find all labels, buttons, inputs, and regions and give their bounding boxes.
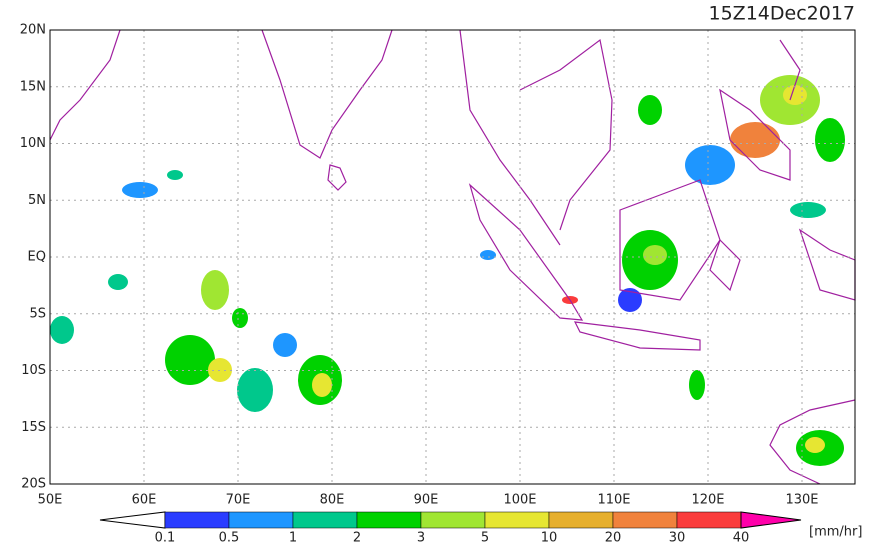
colorbar-box — [228, 511, 294, 529]
colorbar-label: 10 — [541, 531, 558, 544]
colorbar-box — [164, 511, 230, 529]
colorbar-box — [484, 511, 550, 529]
colorbar-label: 1 — [289, 531, 297, 544]
lon-label: 130E — [785, 493, 818, 508]
colorbar: 0.1 0.5 1 2 3 5 10 20 30 40 [mm/hr] — [99, 511, 862, 544]
colorbar-unit: [mm/hr] — [809, 525, 862, 540]
precipitation-areas — [50, 75, 845, 466]
lon-label: 80E — [320, 493, 345, 508]
graticule — [50, 30, 855, 484]
lat-label: 10S — [21, 363, 46, 378]
colorbar-box — [292, 511, 358, 529]
map-title: 15Z14Dec2017 — [709, 3, 856, 25]
colorbar-box — [356, 511, 422, 529]
lat-label: 20N — [20, 23, 46, 38]
colorbar-under — [99, 511, 166, 529]
colorbar-box — [612, 511, 678, 529]
lat-label: 20S — [21, 477, 46, 492]
colorbar-label: 0.5 — [219, 531, 240, 544]
colorbar-label: 5 — [481, 531, 489, 544]
lon-label: 50E — [38, 493, 63, 508]
lon-label: 100E — [503, 493, 536, 508]
lat-label: EQ — [28, 250, 46, 265]
map-frame — [49, 29, 856, 485]
colorbar-over — [740, 511, 802, 529]
lon-label: 60E — [132, 493, 157, 508]
lon-label: 110E — [597, 493, 630, 508]
lat-label: 15S — [21, 420, 46, 435]
lon-label: 90E — [414, 493, 439, 508]
lat-label: 15N — [20, 79, 46, 94]
colorbar-box — [420, 511, 486, 529]
colorbar-label: 30 — [669, 531, 686, 544]
colorbar-label: 0.1 — [155, 531, 176, 544]
colorbar-label: 20 — [605, 531, 622, 544]
colorbar-label: 2 — [353, 531, 361, 544]
lat-label: 10N — [20, 136, 46, 151]
colorbar-box — [548, 511, 614, 529]
lon-label: 120E — [691, 493, 724, 508]
lon-label: 70E — [226, 493, 251, 508]
coastlines — [49, 29, 856, 485]
colorbar-label: 40 — [733, 531, 750, 544]
colorbar-label: 3 — [417, 531, 425, 544]
lat-label: 5N — [28, 193, 46, 208]
lat-label: 5S — [29, 306, 46, 321]
colorbar-box — [676, 511, 742, 529]
